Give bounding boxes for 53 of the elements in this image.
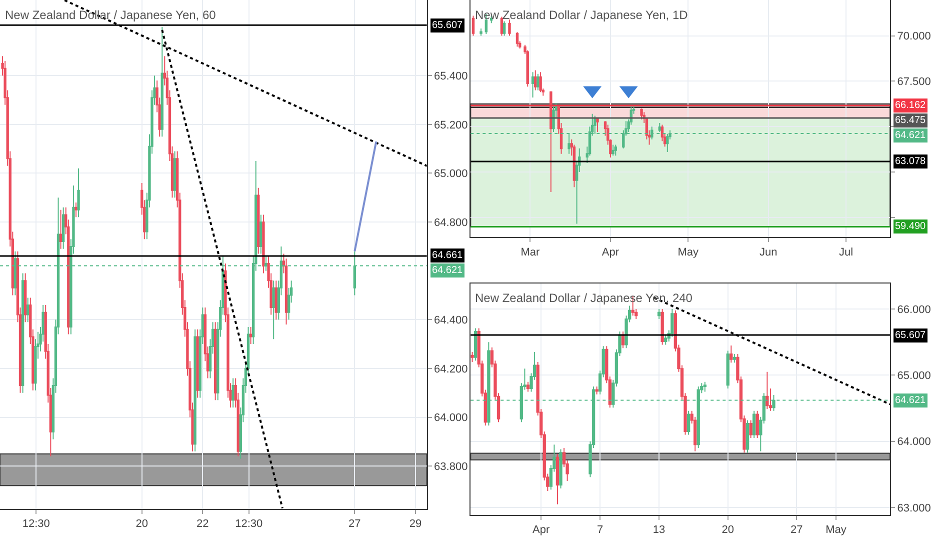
x-tick-label: 22 bbox=[196, 518, 209, 530]
ref-line-label: 64.661 bbox=[432, 250, 464, 261]
x-tick-label: Jul bbox=[839, 246, 854, 258]
ref-line-label: 66.162 bbox=[895, 100, 926, 111]
ref-line-label: 65.607 bbox=[432, 20, 464, 31]
ref-line-label: 64.621 bbox=[895, 130, 926, 141]
x-tick-label: Apr bbox=[602, 246, 620, 258]
x-tick-label: 20 bbox=[722, 524, 734, 536]
candlestick bbox=[596, 117, 599, 133]
y-tick-label: 65.000 bbox=[897, 370, 931, 382]
text: New Zealand Dollar / Japanese Yen, 1D bbox=[475, 8, 688, 22]
x-tick-label: 13 bbox=[652, 524, 666, 536]
y-tick-label: 64.200 bbox=[434, 363, 468, 376]
y-tick-label: 65.000 bbox=[434, 168, 468, 180]
candlestick bbox=[552, 104, 555, 133]
y-tick-label: 67.500 bbox=[897, 76, 931, 88]
candlestick bbox=[640, 108, 643, 120]
x-tick-label: 12:30 bbox=[22, 518, 50, 530]
candlestick bbox=[612, 144, 614, 156]
y-tick-label: 65.200 bbox=[434, 119, 468, 132]
candlestick bbox=[531, 72, 534, 98]
candlestick bbox=[534, 70, 537, 91]
ref-line-label: 65.607 bbox=[895, 330, 926, 341]
ref-line-label: 64.621 bbox=[432, 265, 464, 276]
x-tick-label: Apr bbox=[532, 524, 550, 536]
x-tick-label: 27 bbox=[790, 524, 803, 536]
x-tick-label: May bbox=[678, 246, 700, 258]
x-tick-label: May bbox=[826, 524, 847, 536]
y-tick-label: 65.400 bbox=[434, 70, 468, 82]
y-tick-label: 66.000 bbox=[897, 304, 931, 316]
ref-line-label: 65.475 bbox=[895, 115, 926, 126]
x-tick-label: 20 bbox=[136, 518, 148, 530]
y-tick-label: 64.400 bbox=[434, 314, 468, 326]
candlestick bbox=[666, 133, 669, 153]
candlestick bbox=[614, 144, 617, 156]
x-tick-label: 29 bbox=[409, 518, 422, 530]
ref-line-label: 63.078 bbox=[895, 156, 926, 167]
ref-line-label: 59.490 bbox=[895, 221, 926, 232]
y-tick-label: 63.800 bbox=[434, 460, 468, 473]
y-tick-label: 70.000 bbox=[897, 30, 931, 43]
x-tick-label: 7 bbox=[597, 524, 604, 536]
y-tick-label: 64.000 bbox=[434, 412, 468, 424]
candlestick bbox=[550, 90, 552, 192]
candlestick bbox=[539, 72, 542, 93]
x-tick-label: 12:30 bbox=[235, 518, 263, 530]
x-tick-label: Mar bbox=[520, 246, 540, 258]
y-tick-label: 64.800 bbox=[434, 216, 468, 229]
y-tick-label: 63.000 bbox=[897, 502, 931, 514]
candlestick bbox=[536, 73, 540, 91]
ref-line-label: 64.621 bbox=[895, 395, 926, 406]
y-tick-label: 64.000 bbox=[897, 436, 931, 448]
x-tick-label: 27 bbox=[348, 518, 361, 530]
x-tick-label: Jun bbox=[760, 246, 778, 258]
